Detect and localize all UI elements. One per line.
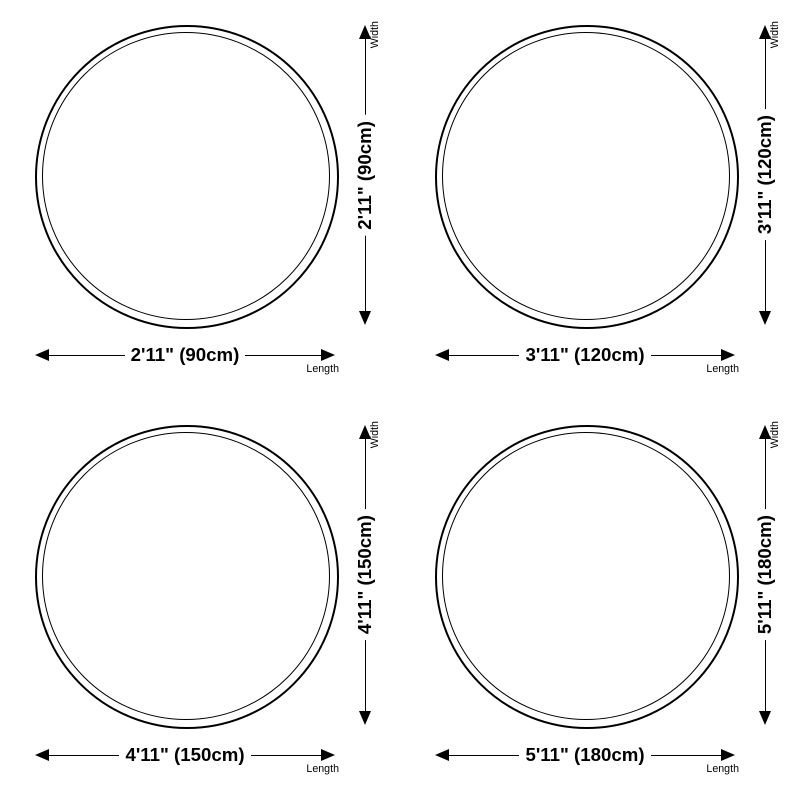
size-diagram-cell: 4'11" (150cm) Length 4'11" (150cm) Width xyxy=(0,400,400,800)
width-axis-label: Width xyxy=(369,421,381,448)
circle-inner xyxy=(442,432,730,720)
circle-inner xyxy=(42,32,330,320)
width-dimension: 5'11" (180cm) Width xyxy=(759,425,771,725)
width-dimension: 2'11" (90cm) Width xyxy=(359,25,371,325)
size-diagram-cell: 2'11" (90cm) Length 2'11" (90cm) Width xyxy=(0,0,400,400)
size-diagram-cell: 5'11" (180cm) Length 5'11" (180cm) Width xyxy=(400,400,800,800)
length-axis-label: Length xyxy=(706,363,739,375)
width-axis-label: Width xyxy=(369,21,381,48)
circle-inner xyxy=(42,432,330,720)
length-dimension: 4'11" (150cm) Length xyxy=(35,749,335,761)
length-axis-label: Length xyxy=(306,763,339,775)
length-dimension: 5'11" (180cm) Length xyxy=(435,749,735,761)
width-axis-label: Width xyxy=(769,421,781,448)
length-axis-label: Length xyxy=(706,763,739,775)
size-diagram-cell: 3'11" (120cm) Length 3'11" (120cm) Width xyxy=(400,0,800,400)
width-dimension: 4'11" (150cm) Width xyxy=(359,425,371,725)
length-dimension: 2'11" (90cm) Length xyxy=(35,349,335,361)
length-dimension: 3'11" (120cm) Length xyxy=(435,349,735,361)
width-axis-label: Width xyxy=(769,21,781,48)
length-axis-label: Length xyxy=(306,363,339,375)
circle-inner xyxy=(442,32,730,320)
width-dimension: 3'11" (120cm) Width xyxy=(759,25,771,325)
